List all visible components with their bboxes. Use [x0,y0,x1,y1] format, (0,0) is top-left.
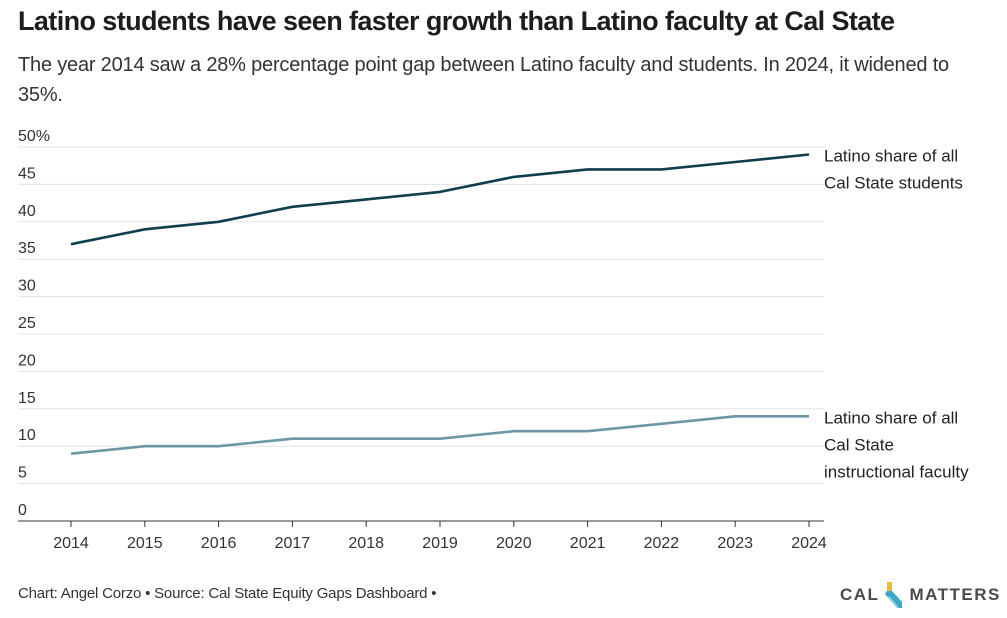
logo-text-right: MATTERS [909,585,1001,604]
x-tick-label: 2022 [644,535,680,552]
calmatters-logo[interactable]: CAL MATTERS [840,582,1001,608]
x-tick-label: 2021 [570,535,606,552]
y-tick-label: 30 [18,278,36,295]
y-axis: 0 5 10 15 20 25 30 35 40 45 50% [18,128,50,519]
x-tick-label: 2017 [275,535,311,552]
series-labels: Latino share of all Cal State students Lat… [824,146,969,481]
logo-text-left: CAL [840,585,880,604]
chart-subtitle: The year 2014 saw a 28% percentage point… [18,54,949,106]
y-tick-label: 45 [18,165,36,182]
series-label: Cal State [824,435,894,454]
source-credit: Chart: Angel Corzo • Source: Cal State E… [18,585,437,602]
y-tick-label: 35 [18,240,36,257]
y-tick-label: 15 [18,390,36,407]
california-icon [885,582,903,608]
x-tick-label: 2023 [717,535,753,552]
x-tick-label: 2024 [791,535,827,552]
x-tick-label: 2018 [348,535,384,552]
series-label: Cal State students [824,173,963,192]
series-line [70,153,810,246]
x-tick-label: 2019 [422,535,458,552]
series-lines [70,153,810,455]
y-tick-label: 25 [18,315,36,332]
series-label: Latino share of all [824,146,958,165]
y-tick-label: 20 [18,352,36,369]
y-tick-label: 5 [18,465,27,482]
y-tick-label: 0 [18,502,27,519]
series-label: instructional faculty [824,462,969,481]
y-tick-label: 50% [18,128,50,145]
x-tick-label: 2014 [53,535,89,552]
y-tick-label: 10 [18,427,36,444]
series-line [70,415,809,455]
y-tick-label: 40 [18,203,36,220]
x-tick-label: 2015 [127,535,163,552]
x-tick-label: 2016 [201,535,237,552]
series-label: Latino share of all [824,408,958,427]
chart-title: Latino students have seen faster growth … [18,6,895,36]
x-tick-label: 2020 [496,535,532,552]
x-axis: 2014 2015 2016 2017 2018 2019 2020 2021 2022 2023… [18,520,827,552]
gridlines [18,146,824,485]
